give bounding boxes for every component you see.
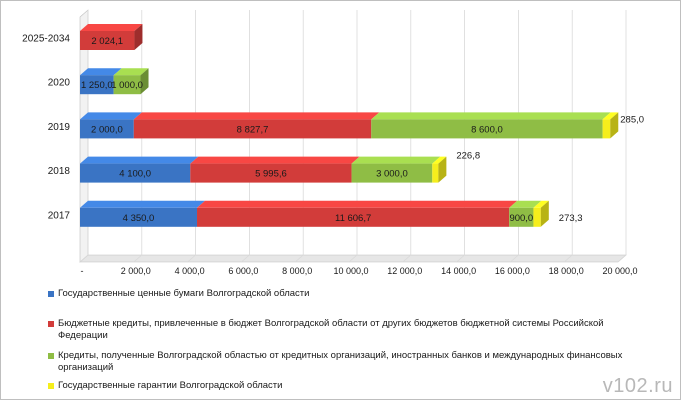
bar-top-face bbox=[432, 156, 447, 164]
gridline-floor-9 bbox=[563, 254, 573, 263]
x-tick-label: 14 000,0 bbox=[441, 266, 476, 276]
gridline-floor-7 bbox=[456, 254, 465, 263]
bar-segment bbox=[351, 163, 433, 183]
data-label: 285,0 bbox=[620, 114, 644, 125]
gridline-floor-5 bbox=[348, 254, 358, 263]
data-label: 4 350,0 bbox=[123, 213, 155, 224]
data-label: 5 995,6 bbox=[255, 169, 287, 180]
legend-label-guarantees: Государственные гарантии Волгоградской о… bbox=[58, 380, 283, 391]
legend-item-guarantees: Государственные гарантии Волгоградской о… bbox=[48, 380, 648, 392]
bar-segment bbox=[371, 119, 603, 139]
category-label: 2020 bbox=[48, 78, 71, 89]
bar-top-face bbox=[80, 68, 122, 76]
data-label: 3 000,0 bbox=[376, 169, 408, 180]
data-label: 11 606,7 bbox=[335, 213, 371, 224]
data-label: 1 000,0 bbox=[111, 80, 143, 91]
bar-segment bbox=[80, 75, 114, 95]
category-label: 2019 bbox=[48, 122, 71, 133]
x-tick-label: 20 000,0 bbox=[602, 266, 637, 276]
bar-segment bbox=[80, 119, 134, 139]
bar-top-face bbox=[113, 68, 149, 76]
legend-label-budget-credits: Бюджетные кредиты, привлеченные в бюджет… bbox=[58, 318, 604, 341]
bar-top-face bbox=[80, 200, 206, 208]
bar-segment bbox=[80, 207, 198, 227]
bar-top-face bbox=[509, 200, 542, 208]
gridline-floor-2 bbox=[187, 254, 196, 263]
legend-swatch-budget-credits bbox=[48, 321, 54, 327]
x-tick-label: 8 000,0 bbox=[282, 266, 312, 276]
bar-end-face bbox=[610, 112, 619, 139]
x-tick-label: 4 000,0 bbox=[175, 266, 205, 276]
data-label: 273,3 bbox=[559, 213, 583, 224]
bar-top-face bbox=[197, 200, 518, 208]
bar-segment bbox=[533, 207, 541, 227]
bar-segment bbox=[80, 163, 191, 183]
data-label: 4 100,0 bbox=[119, 169, 151, 180]
category-label: 2017 bbox=[48, 210, 71, 221]
bar-end-face bbox=[438, 156, 447, 183]
legend-swatch-guarantees bbox=[48, 383, 54, 389]
category-label: 2018 bbox=[48, 166, 71, 177]
bar-segment bbox=[432, 163, 439, 183]
legend-item-budget-credits: Бюджетные кредиты, привлеченные в бюджет… bbox=[48, 318, 648, 342]
data-label: 900,0 bbox=[509, 213, 533, 224]
x-tick-label: 18 000,0 bbox=[549, 266, 584, 276]
watermark: v102.ru bbox=[602, 375, 673, 397]
x-tick-label: 16 000,0 bbox=[495, 266, 530, 276]
legend-label-bank-credits: Кредиты, полученные Волгоградской област… bbox=[58, 350, 623, 373]
bar-top-face bbox=[80, 24, 143, 31]
x-tick-label: 12 000,0 bbox=[387, 266, 422, 276]
bar-top-face bbox=[351, 156, 441, 164]
gridline-floor-1 bbox=[133, 254, 143, 263]
bar-top-face bbox=[80, 112, 142, 120]
gridline-floor-8 bbox=[510, 254, 519, 263]
x-tick-label: - bbox=[81, 266, 84, 276]
legend-item-bank-credits: Кредиты, полученные Волгоградской област… bbox=[48, 350, 648, 374]
bar-segment bbox=[190, 163, 352, 183]
data-label: 226,8 bbox=[456, 151, 480, 162]
legend-item-gov-securities: Государственные ценные бумаги Волгоградс… bbox=[48, 288, 648, 300]
data-label: 8 827,7 bbox=[237, 124, 269, 135]
bar-top-face bbox=[533, 200, 549, 208]
gridline-floor-4 bbox=[294, 254, 304, 263]
data-label: 2 024,1 bbox=[91, 36, 123, 47]
bar-segment bbox=[113, 75, 141, 95]
bar-segment bbox=[133, 119, 372, 139]
legend-swatch-gov-securities bbox=[48, 291, 54, 297]
x-tick-label: 6 000,0 bbox=[228, 266, 258, 276]
data-label: 2 000,0 bbox=[91, 124, 123, 135]
x-tick-label: 10 000,0 bbox=[333, 266, 368, 276]
gridline-floor-6 bbox=[402, 254, 412, 263]
data-label: 1 250,0 bbox=[81, 80, 113, 91]
category-label: 2025-2034 bbox=[22, 34, 70, 45]
legend-label-gov-securities: Государственные ценные бумаги Волгоградс… bbox=[58, 288, 310, 299]
gridline-floor-0 bbox=[79, 254, 89, 263]
bar-end-face bbox=[134, 24, 143, 50]
data-label: 8 600,0 bbox=[471, 124, 503, 135]
gridline-floor-3 bbox=[241, 254, 250, 263]
bar-segment bbox=[80, 31, 135, 50]
gridline-floor-10 bbox=[617, 254, 627, 263]
bar-segment bbox=[197, 207, 510, 227]
bar-segment bbox=[602, 119, 611, 139]
bar-top-face bbox=[371, 112, 611, 120]
bar-end-face bbox=[540, 200, 549, 227]
bar-top-face bbox=[190, 156, 360, 164]
stacked-bar-chart: - 2 000,0 4 000,0 6 000,0 8 000,0 10 000,0 12 … bbox=[22, 9, 644, 276]
legend-swatch-bank-credits bbox=[48, 353, 54, 359]
bar-top-face bbox=[133, 112, 380, 120]
x-tick-label: 2 000,0 bbox=[121, 266, 151, 276]
bar-top-face bbox=[602, 112, 619, 120]
bar-segment bbox=[509, 207, 534, 227]
bar-top-face bbox=[80, 156, 199, 164]
bar-end-face bbox=[140, 68, 149, 95]
